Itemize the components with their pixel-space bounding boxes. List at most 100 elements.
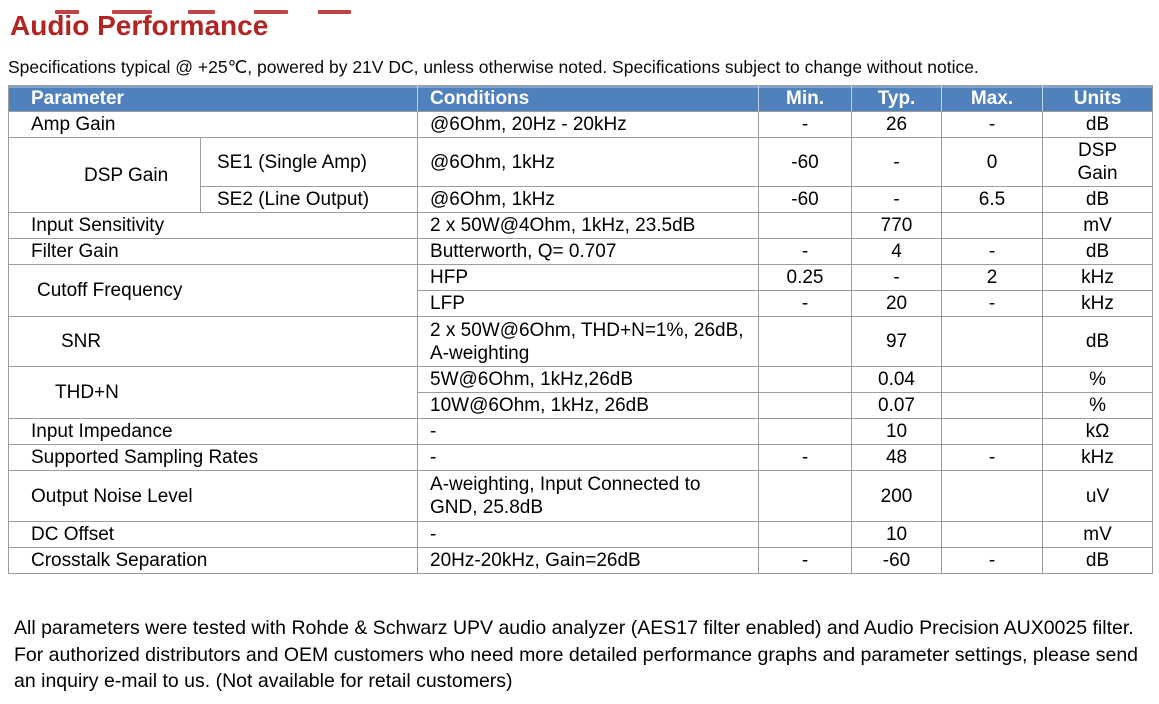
table-row: Cutoff Frequency HFP 0.25 - 2 kHz	[7, 264, 1154, 317]
typ-cell: -	[851, 186, 943, 213]
units-cell: kHz	[1042, 264, 1154, 291]
max-cell: 0	[941, 137, 1044, 187]
spec-conditions-note: Specifications typical @ +25℃, powered b…	[8, 57, 979, 77]
audio-performance-table: Parameter Conditions Min. Typ. Max. Unit…	[7, 85, 1154, 574]
column-header-max: Max.	[941, 85, 1044, 112]
table-row: SE2 (Line Output) @6Ohm, 1kHz -60 - 6.5 …	[9, 186, 1154, 213]
table-row: Supported Sampling Rates - - 48 - kHz	[7, 444, 1154, 471]
max-cell: 6.5	[941, 186, 1044, 213]
cutoff-text-fragments	[0, 10, 1159, 15]
min-cell: -	[758, 444, 853, 471]
min-cell	[758, 521, 853, 548]
conditions-cell: @6Ohm, 20Hz - 20kHz	[417, 111, 760, 138]
param-cell: Cutoff Frequency	[7, 264, 419, 317]
min-cell: -60	[758, 137, 853, 187]
conditions-cell: 10W@6Ohm, 1kHz, 26dB	[417, 392, 760, 419]
conditions-cell: 2 x 50W@4Ohm, 1kHz, 23.5dB	[417, 212, 760, 239]
typ-cell: -60	[851, 547, 943, 574]
table-row: THD+N 5W@6Ohm, 1kHz,26dB 0.04 %	[7, 366, 1154, 419]
conditions-cell: A-weighting, Input Connected to GND, 25.…	[417, 470, 760, 522]
units-cell: dB	[1042, 111, 1154, 138]
typ-cell: 200	[851, 470, 943, 522]
cutoff-fragment	[112, 10, 152, 14]
param-cell: Amp Gain	[7, 111, 419, 138]
table-row: Amp Gain @6Ohm, 20Hz - 20kHz - 26 - dB	[7, 111, 1154, 138]
conditions-cell: @6Ohm, 1kHz	[417, 186, 760, 213]
min-cell: -60	[758, 186, 853, 213]
max-cell: -	[941, 290, 1044, 317]
table-row: 10W@6Ohm, 1kHz, 26dB 0.07 %	[9, 392, 1154, 419]
param-cell: Input Impedance	[7, 418, 419, 445]
min-cell	[758, 470, 853, 522]
units-cell: kHz	[1042, 290, 1154, 317]
units-cell: dB	[1042, 547, 1154, 574]
conditions-cell: 5W@6Ohm, 1kHz,26dB	[417, 366, 760, 393]
min-cell	[758, 212, 853, 239]
max-cell: 2	[941, 264, 1044, 291]
table-row: DC Offset - 10 mV	[7, 521, 1154, 548]
table-row: Input Impedance - 10 kΩ	[7, 418, 1154, 445]
min-cell	[758, 316, 853, 367]
min-cell: 0.25	[758, 264, 853, 291]
table-row: Input Sensitivity 2 x 50W@4Ohm, 1kHz, 23…	[7, 212, 1154, 239]
typ-cell: 26	[851, 111, 943, 138]
units-cell: dB	[1042, 186, 1154, 213]
cutoff-fragment	[188, 10, 215, 14]
typ-cell: 10	[851, 418, 943, 445]
units-cell: kHz	[1042, 444, 1154, 471]
param-cell: Crosstalk Separation	[7, 547, 419, 574]
typ-cell: 0.07	[851, 392, 943, 419]
min-cell: -	[758, 111, 853, 138]
units-cell: %	[1042, 366, 1154, 393]
units-cell: mV	[1042, 212, 1154, 239]
column-header-typ: Typ.	[851, 85, 943, 112]
max-cell	[941, 212, 1044, 239]
max-cell	[941, 418, 1044, 445]
param-sub-cell: SE2 (Line Output)	[199, 186, 419, 213]
param-sub-cell: SE1 (Single Amp)	[199, 137, 419, 187]
min-cell	[758, 418, 853, 445]
max-cell	[941, 470, 1044, 522]
units-cell: dB	[1042, 238, 1154, 265]
conditions-cell: HFP	[417, 264, 760, 291]
typ-cell: 20	[851, 290, 943, 317]
param-cell: DC Offset	[7, 521, 419, 548]
param-cell: DSP Gain	[8, 137, 201, 213]
units-cell: dB	[1042, 316, 1154, 367]
column-header-units: Units	[1042, 85, 1154, 112]
units-cell: %	[1042, 392, 1154, 419]
param-cell: Input Sensitivity	[7, 212, 419, 239]
conditions-cell: 2 x 50W@6Ohm, THD+N=1%, 26dB, A-weightin…	[417, 316, 760, 367]
typ-cell: 48	[851, 444, 943, 471]
table-row: Filter Gain Butterworth, Q= 0.707 - 4 - …	[7, 238, 1154, 265]
min-cell: -	[758, 290, 853, 317]
max-cell: -	[941, 547, 1044, 574]
max-cell	[941, 316, 1044, 367]
typ-cell: -	[851, 264, 943, 291]
max-cell: -	[941, 444, 1044, 471]
table-row: DSP Gain SE1 (Single Amp) @6Ohm, 1kHz -6…	[8, 137, 1154, 213]
table-row: LFP - 20 - kHz	[9, 290, 1154, 317]
table-row: Crosstalk Separation 20Hz-20kHz, Gain=26…	[7, 547, 1154, 574]
units-cell: uV	[1042, 470, 1154, 522]
conditions-cell: -	[417, 444, 760, 471]
cutoff-fragment	[55, 10, 79, 14]
cutoff-fragment	[254, 10, 288, 14]
table-row: Output Noise Level A-weighting, Input Co…	[7, 470, 1154, 522]
units-cell: DSP Gain	[1042, 137, 1154, 187]
units-cell: mV	[1042, 521, 1154, 548]
max-cell	[941, 366, 1044, 393]
cutoff-fragment	[318, 10, 351, 14]
table-row: SNR 2 x 50W@6Ohm, THD+N=1%, 26dB, A-weig…	[7, 316, 1154, 367]
column-header-parameter: Parameter	[7, 85, 419, 112]
conditions-cell: @6Ohm, 1kHz	[417, 137, 760, 187]
max-cell: -	[941, 111, 1044, 138]
conditions-cell: Butterworth, Q= 0.707	[417, 238, 760, 265]
typ-cell: 10	[851, 521, 943, 548]
footer-note: All parameters were tested with Rohde & …	[14, 617, 1139, 692]
column-header-min: Min.	[758, 85, 853, 112]
param-cell: Output Noise Level	[7, 470, 419, 522]
page-title: Audio Performance	[10, 10, 269, 41]
typ-cell: 97	[851, 316, 943, 367]
max-cell: -	[941, 238, 1044, 265]
